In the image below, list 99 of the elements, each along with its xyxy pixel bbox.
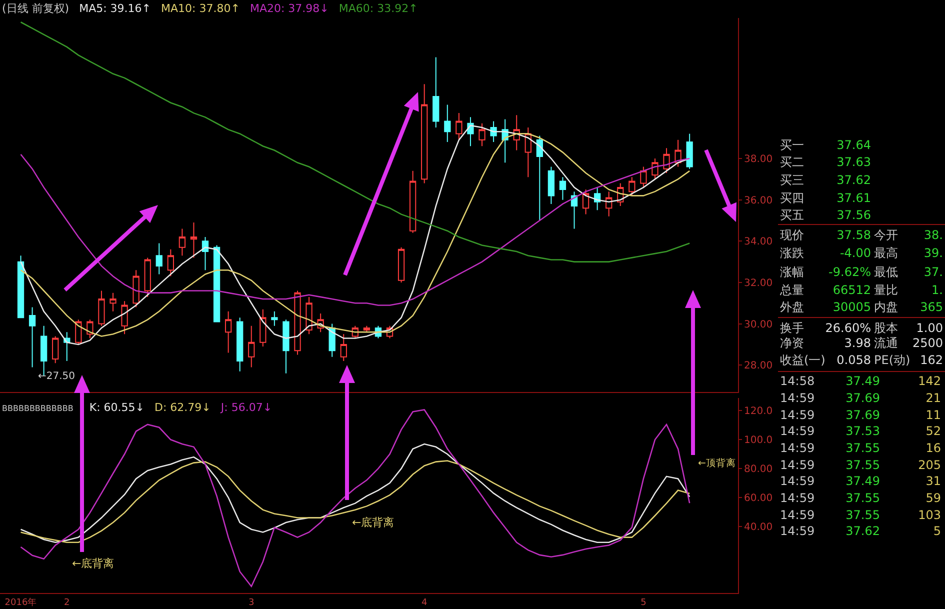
candlestick (190, 222, 198, 258)
candlestick (640, 166, 647, 188)
text: 买四 37.61 (780, 191, 871, 205)
text: 买五 37.56 (780, 208, 871, 222)
candlestick (52, 336, 59, 364)
candlestick (582, 189, 590, 215)
text: 涨跌 -4.00 最高 39. (780, 246, 943, 260)
candlestick (178, 228, 186, 256)
text: 14:59 37.55 205 (780, 458, 941, 472)
candlestick (306, 296, 312, 335)
text: 收益(一) 0.058 PE(动) 162 (780, 353, 943, 367)
candlestick (202, 236, 209, 271)
text: 14:59 37.55 59 (780, 491, 941, 505)
candlestick (236, 317, 244, 372)
text: 买一 37.64 (780, 138, 871, 152)
text: 14:59 37.62 5 (780, 524, 941, 538)
candlestick (663, 148, 670, 174)
candlestick (167, 248, 174, 277)
x-tick-label: 4 (421, 598, 428, 608)
candlestick (213, 244, 220, 322)
text: 14:59 37.69 11 (780, 408, 941, 422)
candlestick (110, 292, 116, 312)
candlestick (686, 133, 693, 170)
candlestick (478, 122, 486, 147)
text: 净资 3.98 流通 2500 (780, 336, 943, 350)
candlestick (570, 191, 578, 230)
candlestick (606, 191, 612, 217)
candlestick (248, 325, 255, 368)
text: MA60: 33.92↑ (338, 2, 418, 15)
candlestick (86, 319, 94, 339)
candlestick (421, 84, 428, 184)
text: 14:59 37.49 31 (780, 474, 941, 488)
candlestick (628, 176, 636, 196)
text: MA20: 37.98↓ (250, 2, 329, 15)
text: 外盘 30005 内盘 365 (780, 300, 943, 314)
candlestick (28, 306, 36, 368)
candlestick (260, 308, 266, 348)
text: 14:59 37.55 16 (780, 441, 941, 455)
candlestick (224, 310, 232, 354)
line-series (20, 443, 690, 544)
text: ←顶背离 (698, 457, 736, 470)
chart-title: (日线 前复权) (2, 2, 70, 15)
text: 14:59 37.53 52 (780, 424, 941, 438)
y-tick-label: 34.00 (744, 236, 773, 248)
candlestick (17, 255, 24, 318)
x-tick-label: 2016年 (4, 596, 37, 608)
candlestick (98, 290, 105, 326)
candlestick (559, 176, 566, 200)
x-tick-label: 2 (64, 598, 70, 608)
text: 涨幅 -9.62% 最低 37. (780, 265, 943, 279)
candlestick (548, 166, 555, 204)
candlestick (432, 56, 440, 128)
text: J: 56.07↓ (220, 401, 272, 414)
line-series (20, 154, 690, 306)
y-tick-label: 32.00 (744, 278, 773, 289)
y-tick-label: 36.00 (744, 195, 773, 206)
text: K: 60.55↓ (89, 401, 144, 414)
text: 14:59 37.55 103 (780, 508, 941, 522)
text: MA5: 39.16↑ (79, 2, 152, 15)
candlestick (156, 242, 162, 275)
x-tick-label: 5 (640, 598, 646, 608)
y-tick-label: 38.00 (744, 154, 773, 166)
y-tick-label: 28.00 (744, 360, 773, 372)
candlestick (536, 135, 543, 221)
y-tick-label: 80.00 (744, 464, 773, 476)
annotation: ←底背离 (72, 556, 114, 571)
candlestick (398, 246, 405, 283)
line-series (20, 21, 690, 262)
text: MA10: 37.80↑ (161, 2, 240, 15)
candlestick (444, 104, 451, 142)
candlestick (652, 158, 658, 180)
text: 换手 26.60% 股本 1.00 (780, 321, 943, 335)
text: 14:59 37.69 21 (780, 391, 941, 405)
candlestick (294, 290, 301, 356)
candlestick (144, 257, 151, 298)
text: 买二 37.63 (780, 155, 871, 169)
y-tick-label: 30.00 (744, 319, 773, 330)
candlestick (282, 319, 290, 374)
text: 买三 37.62 (780, 173, 871, 187)
candlestick (456, 112, 462, 140)
candlestick (271, 310, 278, 326)
text: BBBBBBBBBBBBB (2, 404, 74, 413)
text: 现价 37.58 今开 38. (780, 228, 943, 242)
candlestick (409, 170, 416, 234)
x-tick-label: 3 (248, 598, 254, 608)
y-tick-label: 60.00 (744, 493, 773, 504)
annotation: ←27.50 (38, 371, 76, 382)
text: 总量 66512 量比 1. (780, 283, 943, 297)
candlestick (121, 300, 128, 335)
annotation: ←底背离 (352, 515, 394, 530)
candlestick (340, 334, 347, 362)
text: D: 62.79↓ (154, 401, 211, 414)
y-tick-label: 40.00 (744, 522, 773, 533)
line-series (20, 460, 690, 544)
y-tick-label: 120.0 (744, 406, 773, 418)
text: 14:58 37.49 142 (780, 374, 941, 388)
candlestick (363, 325, 370, 333)
y-tick-label: 100.0 (744, 435, 773, 446)
candlestick (132, 270, 140, 308)
